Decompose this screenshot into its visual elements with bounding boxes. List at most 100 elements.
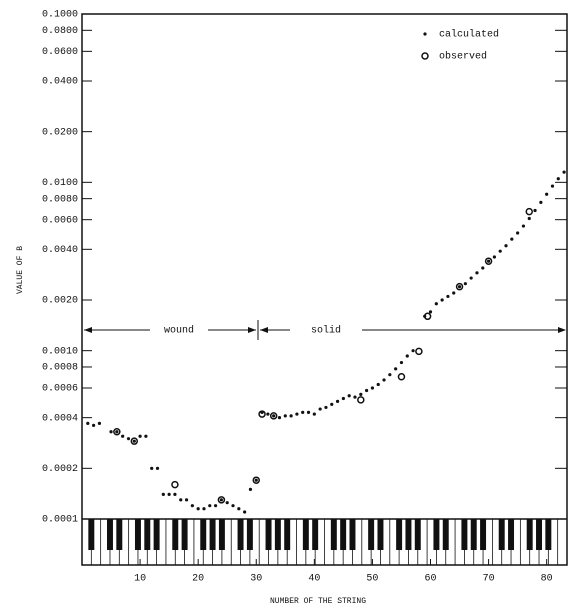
calculated-point [115, 430, 119, 434]
calculated-point [266, 412, 270, 416]
calculated-point [121, 434, 125, 438]
x-tick-label: 50 [366, 574, 378, 585]
x-tick-label: 30 [250, 574, 262, 585]
calculated-point [556, 177, 560, 181]
observed-point [397, 372, 406, 381]
calculated-point [97, 421, 102, 425]
calculated-point [155, 466, 160, 470]
calculated-point [92, 423, 96, 427]
calculated-point [202, 507, 206, 511]
calculated-point [219, 498, 224, 502]
calculated-point [330, 402, 334, 406]
calculated-point [365, 388, 369, 393]
calculated-point [550, 184, 555, 188]
observed-point [217, 496, 226, 504]
calculated-point [486, 259, 491, 263]
calculated-point [516, 231, 520, 235]
calculated-point [475, 271, 479, 275]
y-tick-label: 0.0040 [42, 245, 78, 256]
y-tick-label: 0.0006 [42, 384, 78, 395]
calculated-point [301, 410, 305, 414]
legend-label: calculated [439, 29, 499, 41]
calculated-point [452, 291, 456, 295]
calculated-point [469, 276, 473, 280]
calculated-point [411, 349, 415, 353]
calculated-point [196, 507, 200, 511]
y-tick-label: 0.0002 [42, 464, 78, 475]
observed-point [357, 396, 365, 404]
calculated-point [428, 310, 433, 314]
calculated-point [283, 414, 287, 418]
calculated-point [161, 492, 165, 497]
calculated-point [370, 386, 375, 390]
calculated-point [545, 192, 549, 196]
y-tick-label: 0.1000 [42, 10, 78, 21]
legend-marker [421, 52, 429, 60]
annotation: wound [164, 325, 194, 337]
y-axis-label: VALUE OF B [16, 246, 25, 294]
calculated-point [539, 200, 543, 204]
calculated-point [126, 437, 131, 441]
observed-point [423, 312, 432, 321]
observed-point [525, 207, 533, 216]
observed-point [269, 412, 278, 420]
y-tick-label: 0.0004 [42, 413, 78, 424]
calculated-point [289, 414, 293, 418]
x-tick-label: 20 [192, 574, 204, 585]
calculated-point [434, 302, 438, 306]
calculated-point [138, 434, 142, 438]
y-tick-label: 0.0400 [42, 77, 78, 88]
legend-label: observed [439, 51, 487, 63]
calculated-point [504, 244, 508, 248]
calculated-point [382, 378, 386, 382]
calculated-point [306, 410, 311, 414]
calculated-point [173, 492, 177, 497]
y-tick-label: 0.0600 [42, 47, 78, 58]
calculated-point [237, 507, 241, 511]
observed-point [415, 347, 423, 356]
calculated-point [295, 412, 299, 416]
x-tick-label: 80 [541, 574, 553, 585]
calculated-point [231, 504, 235, 508]
calculated-point [150, 466, 154, 470]
calculated-point [510, 237, 514, 241]
calculated-point [527, 216, 531, 221]
calculated-point [463, 282, 467, 286]
calculated-point [190, 504, 194, 508]
calculated-point [457, 285, 462, 289]
calculated-point [312, 412, 316, 416]
calculated-point [324, 405, 328, 410]
y-tick-label: 0.0001 [42, 515, 78, 526]
y-tick-label: 0.0800 [42, 26, 78, 37]
calculated-point [481, 266, 485, 270]
calculated-point [144, 434, 148, 438]
observed-point [113, 427, 121, 436]
observed-point [130, 437, 139, 445]
x-tick-label: 40 [308, 574, 320, 585]
calculated-point [446, 294, 450, 299]
y-tick-label: 0.0100 [42, 178, 78, 189]
calculated-point [318, 407, 322, 411]
calculated-point [167, 492, 171, 497]
calculated-point [225, 501, 229, 505]
calculated-point [388, 373, 392, 377]
observed-point [455, 282, 464, 291]
calculated-point [213, 504, 218, 508]
keyboard [81, 519, 567, 565]
y-tick-label: 0.0080 [42, 194, 78, 205]
calculated-point [248, 487, 253, 491]
calculated-point [179, 498, 183, 502]
y-tick-label: 0.0200 [42, 127, 78, 138]
calculated-point [394, 367, 398, 371]
calculated-point [184, 498, 189, 502]
plot-frame [81, 13, 568, 566]
y-tick-label: 0.0010 [42, 346, 78, 357]
y-tick-label: 0.0060 [42, 215, 78, 226]
calculated-point [359, 392, 363, 396]
calculated-point [132, 439, 136, 443]
x-axis-label: NUMBER OF THE STRING [270, 597, 366, 606]
calculated-point [521, 224, 526, 228]
calculated-point [254, 478, 258, 482]
calculated-point [86, 421, 90, 425]
observed-point [252, 476, 261, 484]
